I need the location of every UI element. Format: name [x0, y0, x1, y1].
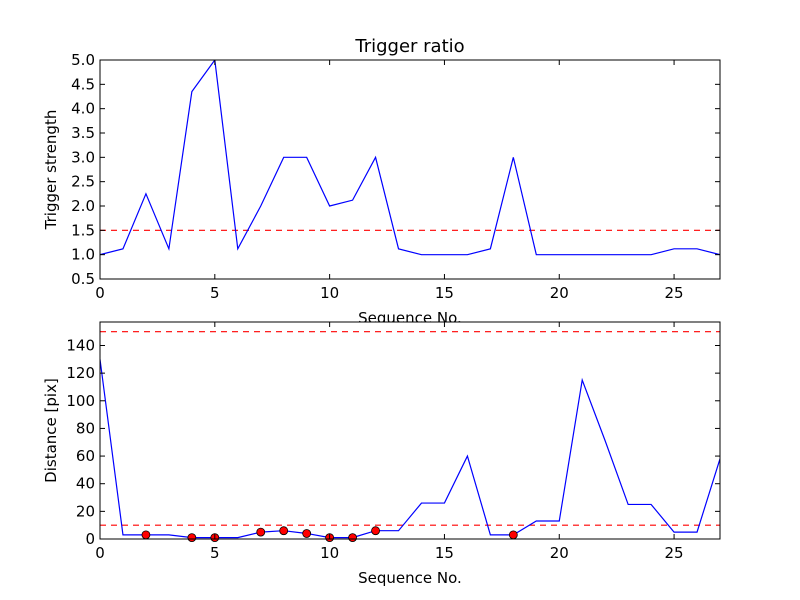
y-tick-label: 4.5	[71, 75, 95, 93]
y-tick-label: 0.5	[71, 270, 95, 288]
x-tick-label: 5	[210, 284, 220, 302]
x-tick-label: 10	[320, 284, 339, 302]
y-axis-label: Distance [pix]	[42, 378, 60, 483]
data-point-marker	[302, 529, 312, 538]
axes-frame	[99, 321, 721, 540]
data-point-marker	[141, 530, 151, 540]
x-tick-label: 5	[210, 544, 220, 562]
axes-frame	[99, 59, 721, 280]
y-tick-label: 80	[76, 419, 95, 437]
y-tick-label: 120	[66, 364, 95, 382]
data-point-marker	[256, 527, 266, 537]
x-tick-label: 25	[665, 284, 684, 302]
data-point-marker	[279, 526, 289, 536]
x-tick-label: 0	[95, 544, 105, 562]
data-point-marker	[508, 530, 518, 540]
x-tick-label: 10	[320, 544, 339, 562]
y-tick-label: 1.5	[71, 221, 95, 239]
y-axis-label: Trigger strength	[42, 110, 60, 231]
series-line-1	[100, 359, 720, 539]
x-tick-label: 15	[435, 544, 454, 562]
series-line-1	[100, 60, 720, 256]
data-point-marker	[371, 526, 380, 536]
x-axis-label: Sequence No.	[358, 569, 462, 587]
y-tick-label: 2.0	[71, 197, 95, 215]
data-point-marker	[187, 533, 197, 543]
data-point-marker	[348, 533, 357, 543]
y-tick-label: 20	[76, 502, 95, 520]
chart-title: Trigger ratio	[354, 36, 464, 57]
y-tick-label: 140	[66, 336, 95, 354]
y-tick-label: 4.0	[71, 100, 95, 118]
y-tick-label: 0	[85, 530, 95, 548]
plot-area	[100, 322, 720, 539]
x-tick-label: 15	[435, 284, 454, 302]
y-tick-label: 3.5	[71, 124, 95, 142]
y-tick-label: 40	[76, 475, 95, 493]
subplot-1: 0 5 10 15 20 25 0.5 1.0 1.5 2.0 2.5 3.0 3.5 4.0 4.5 5.0…	[42, 36, 721, 327]
y-tick-label: 60	[76, 447, 95, 465]
y-tick-label: 100	[66, 392, 95, 410]
y-tick-label: 1.0	[71, 246, 95, 264]
x-tick-label: 0	[95, 284, 105, 302]
x-tick-label: 25	[665, 544, 684, 562]
subplot-2: 0 5 10 15 20 25 0 20 40 60 80 100 120 140 Sequence No.…	[42, 321, 721, 587]
y-tick-label: 5.0	[71, 51, 95, 69]
x-tick-label: 20	[550, 284, 569, 302]
x-tick-label: 20	[550, 544, 569, 562]
plot-area	[100, 60, 720, 279]
y-tick-label: 3.0	[71, 148, 95, 166]
y-tick-label: 2.5	[71, 173, 95, 191]
